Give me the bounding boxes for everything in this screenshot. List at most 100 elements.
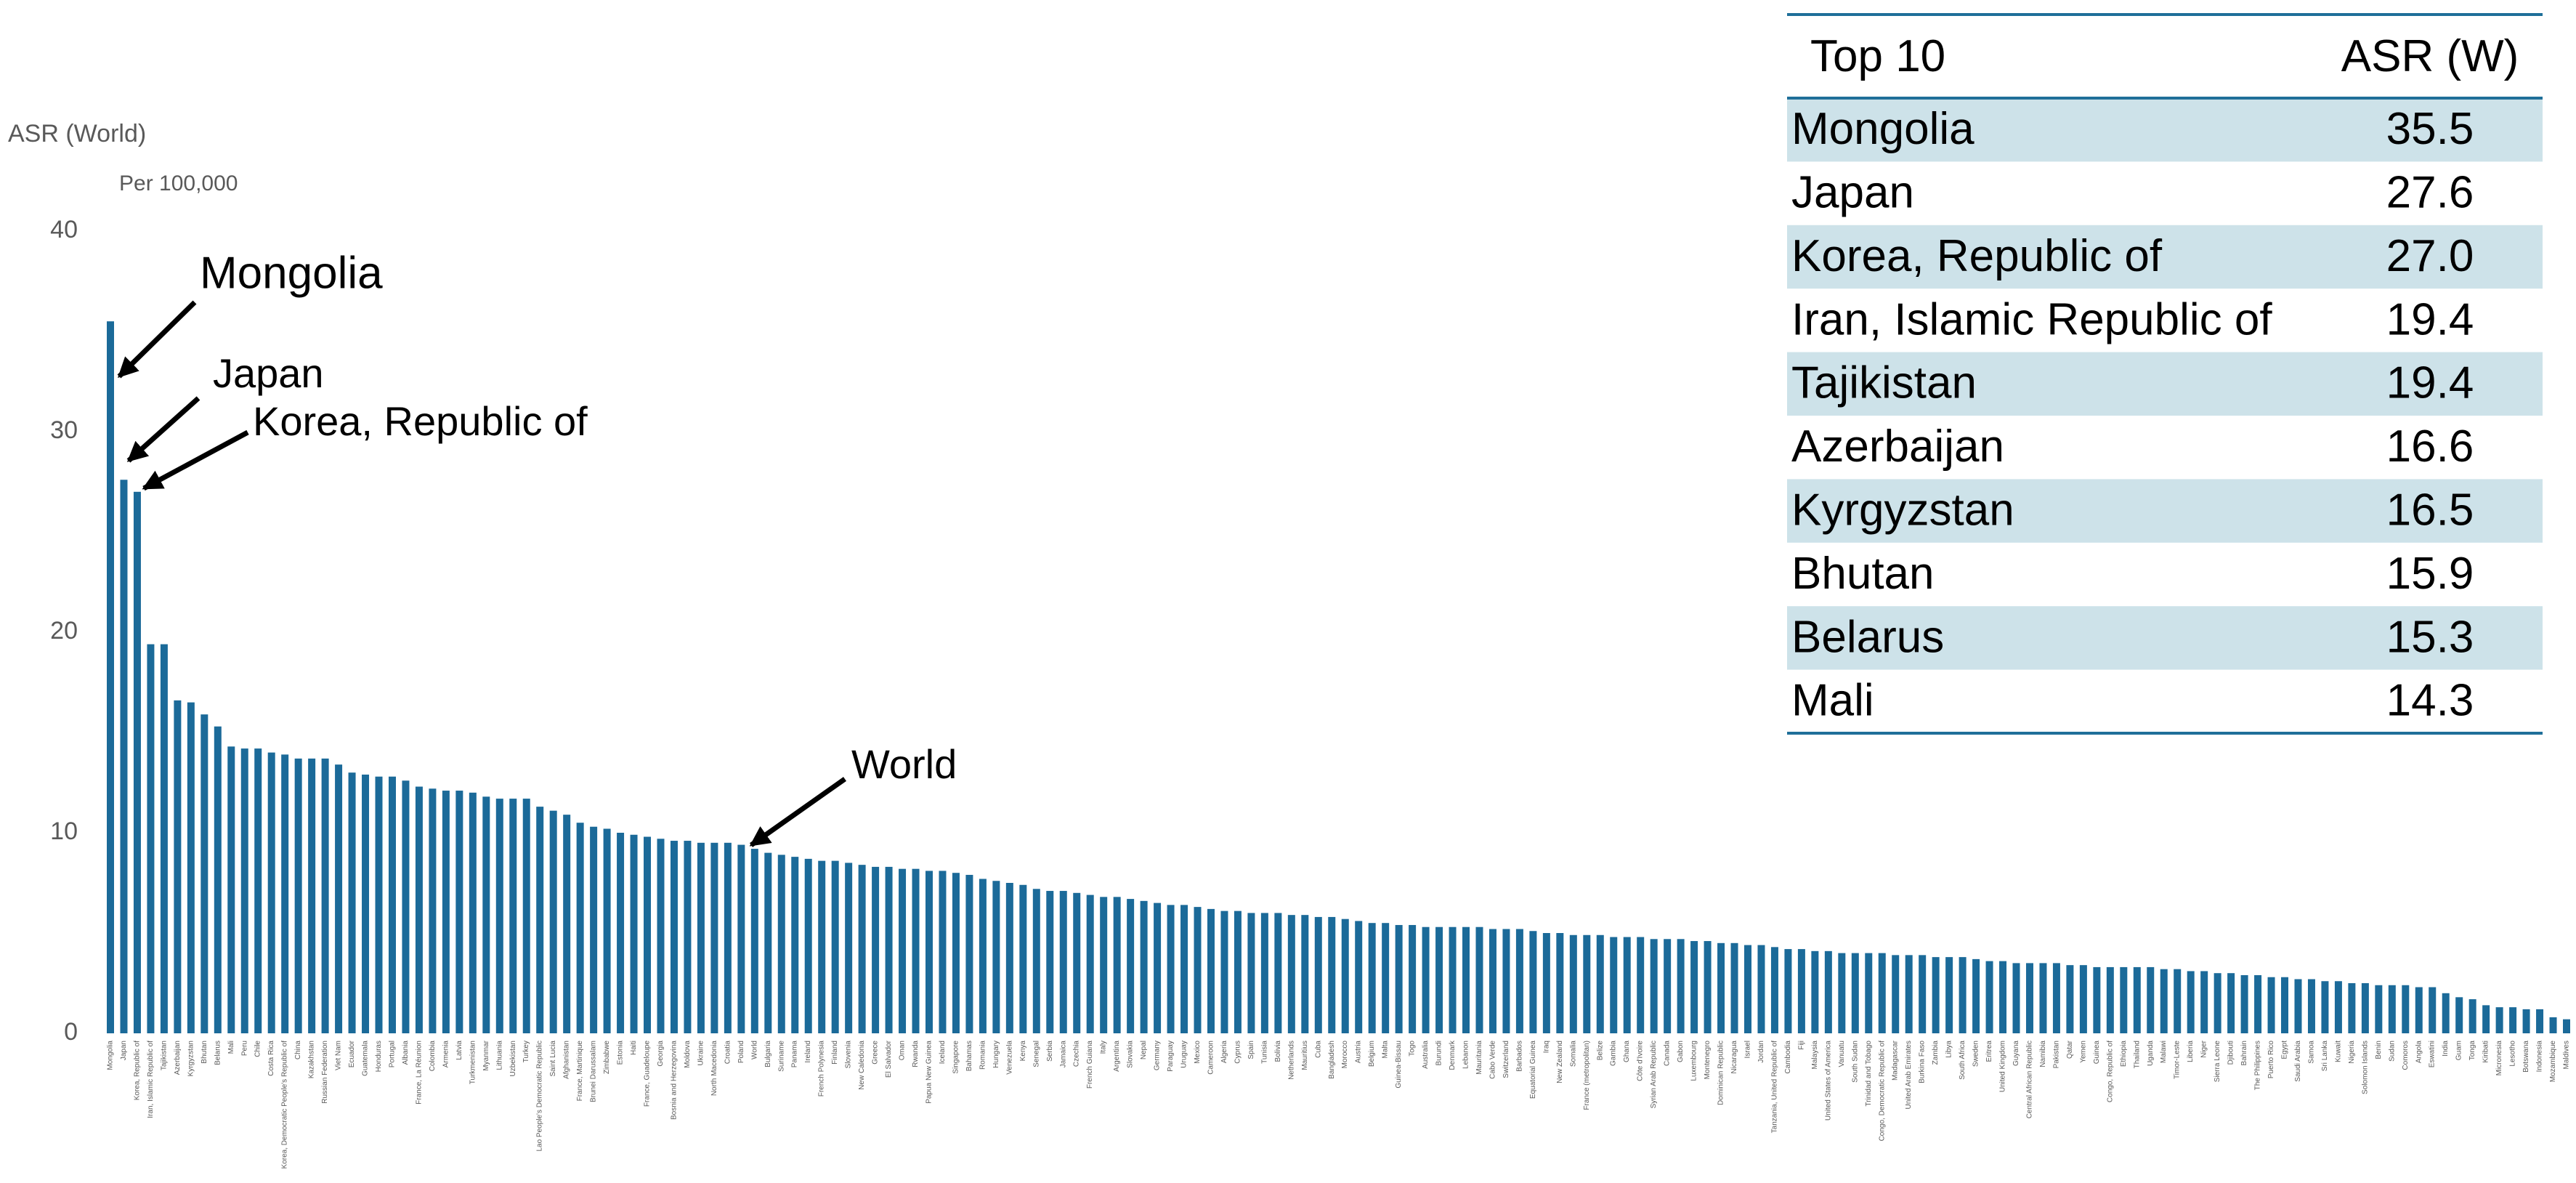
bar <box>308 758 316 1033</box>
x-tick-label: Togo <box>1409 1041 1417 1057</box>
table-cell: Iran, Islamic Republic of <box>1791 294 2272 344</box>
bar <box>495 799 503 1033</box>
bar <box>1690 941 1698 1033</box>
x-tick-label: French Guiana <box>1086 1041 1094 1089</box>
annotation-arrow <box>749 777 847 847</box>
bar <box>1274 913 1282 1033</box>
bar <box>2402 985 2410 1033</box>
x-tick-label: Barbados <box>1515 1041 1523 1072</box>
bar <box>1140 900 1148 1033</box>
x-tick-label: Australia <box>1422 1041 1430 1069</box>
x-tick-label: Belize <box>1596 1041 1604 1061</box>
x-tick-label: Azerbaijan <box>174 1041 182 1075</box>
bar <box>2079 965 2087 1033</box>
x-tick-label: Bahamas <box>965 1041 973 1071</box>
bar <box>858 865 866 1033</box>
bar <box>1744 945 1751 1033</box>
x-tick-label: Bhutan <box>201 1041 208 1064</box>
x-tick-label: Bosnia and Herzegovina <box>670 1041 678 1120</box>
annotation-arrow <box>126 396 201 463</box>
bar <box>791 857 799 1033</box>
bar <box>1596 934 1604 1033</box>
x-tick-label: United States of America <box>1824 1041 1832 1121</box>
x-tick-label: Israel <box>1744 1041 1752 1058</box>
x-tick-label: Korea, Democratic People's Republic of <box>281 1041 289 1169</box>
y-tick-label: 0 <box>64 1018 78 1046</box>
bar <box>1475 926 1483 1033</box>
bar <box>899 868 907 1033</box>
bar <box>1851 953 1859 1033</box>
x-tick-label: Russian Federation <box>321 1041 329 1104</box>
x-tick-label: Hungary <box>992 1041 1000 1068</box>
x-tick-label: India <box>2442 1041 2450 1057</box>
bar <box>710 842 718 1033</box>
x-tick-label: Cuba <box>1314 1041 1322 1058</box>
bar <box>630 834 638 1033</box>
bar <box>2052 963 2060 1033</box>
bar <box>670 841 678 1033</box>
bar <box>617 833 625 1033</box>
bar <box>254 748 262 1033</box>
x-tick-label: Congo, Republic of <box>2106 1041 2114 1102</box>
bar <box>1811 950 1819 1033</box>
x-tick-label: Gabon <box>1677 1041 1685 1062</box>
bar <box>415 786 423 1033</box>
bar <box>872 866 880 1033</box>
bar <box>1704 941 1712 1033</box>
x-tick-label: Montenegro <box>1704 1041 1712 1080</box>
bar <box>522 799 530 1033</box>
x-tick-label: Romania <box>979 1041 987 1070</box>
x-tick-label: Iraq <box>1542 1041 1550 1053</box>
bar <box>1395 924 1403 1033</box>
x-tick-label: Somalia <box>1569 1041 1577 1067</box>
bar <box>2106 966 2114 1033</box>
bar <box>1878 953 1886 1033</box>
bar <box>603 828 611 1033</box>
x-tick-label: Sweden <box>1972 1041 1980 1067</box>
table-header: Top 10 <box>1810 31 1945 81</box>
annotation-arrow <box>142 429 249 491</box>
bar <box>777 855 785 1033</box>
bar <box>2294 979 2302 1033</box>
bar <box>536 807 544 1033</box>
bar <box>1059 891 1067 1033</box>
bar <box>2187 971 2195 1033</box>
x-tick-label: Brunei Darussalam <box>590 1041 598 1102</box>
bar <box>1770 947 1778 1033</box>
bar <box>2133 966 2141 1033</box>
x-tick-label: Mauritius <box>1301 1041 1309 1070</box>
bar <box>2093 966 2101 1033</box>
table-cell: 16.6 <box>2386 421 2474 472</box>
x-tick-label: Morocco <box>1341 1041 1349 1069</box>
x-tick-label: Kiribati <box>2482 1041 2490 1063</box>
bar <box>267 752 275 1033</box>
x-tick-label: Nepal <box>1140 1041 1148 1059</box>
x-tick-label: Libya <box>1945 1041 1953 1058</box>
x-tick-label: Indonesia <box>2536 1041 2544 1073</box>
bar <box>1945 957 1953 1033</box>
x-tick-label: Finland <box>831 1041 839 1065</box>
x-tick-label: Saint Lucia <box>549 1041 557 1077</box>
x-tick-label: Panama <box>791 1041 799 1068</box>
bar <box>750 849 758 1033</box>
x-tick-label: United Kingdom <box>1999 1041 2007 1092</box>
x-tick-label: Ukraine <box>697 1041 705 1066</box>
x-tick-label: Suriname <box>777 1041 785 1072</box>
x-tick-label: World <box>750 1041 758 1059</box>
bar <box>2495 1007 2503 1033</box>
bar <box>1905 955 1913 1033</box>
x-tick-label: Liberia <box>2187 1041 2195 1062</box>
x-tick-label: Syrian Arab Republic <box>1650 1041 1658 1108</box>
x-tick-label: Vanuatu <box>1838 1041 1846 1067</box>
x-tick-label: Thailand <box>2133 1041 2141 1068</box>
bar <box>2066 965 2074 1033</box>
x-tick-label: Niger <box>2200 1040 2208 1058</box>
x-tick-label: Equatorial Guinea <box>1529 1041 1537 1099</box>
bar <box>1583 934 1591 1033</box>
x-tick-label: Senegal <box>1032 1041 1040 1067</box>
bar <box>1100 897 1108 1033</box>
x-tick-label: Bolivia <box>1274 1041 1282 1062</box>
bar <box>2429 987 2437 1033</box>
x-tick-label: South Africa <box>1959 1041 1967 1080</box>
x-tick-label: Guinea-Bissau <box>1395 1041 1403 1089</box>
